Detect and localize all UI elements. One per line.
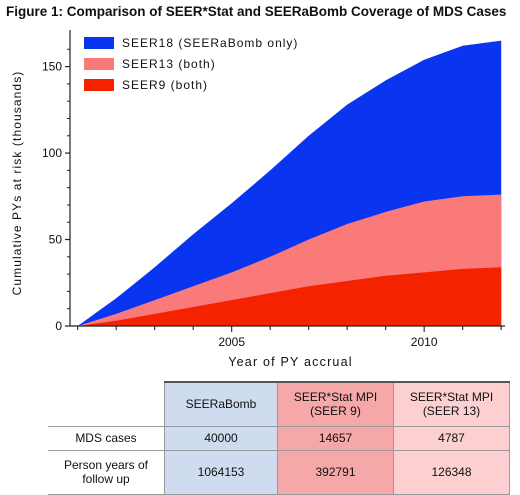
y-tick-label: 50	[49, 233, 63, 247]
col-header-seerabomb: SEERaBomb	[164, 381, 278, 427]
x-tick-label: 2005	[218, 335, 245, 349]
col-header-seer9: SEER*Stat MPI (SEER 9)	[277, 381, 394, 427]
col-header-label: SEERaBomb	[185, 397, 257, 412]
y-tick-label: 150	[42, 60, 62, 74]
legend-swatch-2	[84, 79, 114, 91]
table-cell: 4787	[393, 425, 510, 451]
col-header-seer13: SEER*Stat MPI (SEER 13)	[393, 381, 510, 427]
x-axis-label: Year of PY accrual	[228, 355, 352, 369]
figure-title: Figure 1: Comparison of SEER*Stat and SE…	[6, 4, 507, 19]
table-row-person-years: Person years of follow up 1064153 392791…	[48, 449, 510, 495]
table-cell: 40000	[164, 425, 278, 451]
legend-swatch-0	[84, 37, 114, 49]
legend-swatch-1	[84, 58, 114, 70]
row-label: Person years of follow up	[48, 449, 165, 495]
table-corner	[48, 382, 165, 426]
y-tick-label: 0	[55, 319, 62, 333]
row-label: MDS cases	[48, 425, 165, 451]
series-area-2	[77, 267, 502, 326]
table-cell: 1064153	[164, 449, 278, 495]
table-cell: 14657	[277, 425, 394, 451]
col-header-label: SEER*Stat MPI (SEER 9)	[293, 390, 378, 419]
legend-label-2: SEER9 (both)	[122, 78, 208, 92]
table-cell: 126348	[393, 449, 510, 495]
coverage-table: SEERaBomb SEER*Stat MPI (SEER 9) SEER*St…	[48, 381, 510, 495]
table-header-row: SEERaBomb SEER*Stat MPI (SEER 9) SEER*St…	[48, 381, 510, 427]
table-row-mds-cases: MDS cases 40000 14657 4787	[48, 425, 510, 451]
x-tick-label: 2010	[411, 335, 438, 349]
y-axis-label: Cumulative PYs at risk (thousands)	[10, 71, 24, 296]
y-tick-label: 100	[42, 146, 62, 160]
area-chart: 0 50 100 150 2005 2010 Year of PY accrual Cumul…	[10, 30, 505, 369]
legend-label-0: SEER18 (SEERaBomb only)	[122, 36, 298, 50]
table-cell: 392791	[277, 449, 394, 495]
legend-label-1: SEER13 (both)	[122, 57, 216, 71]
col-header-label: SEER*Stat MPI (SEER 13)	[409, 390, 494, 419]
